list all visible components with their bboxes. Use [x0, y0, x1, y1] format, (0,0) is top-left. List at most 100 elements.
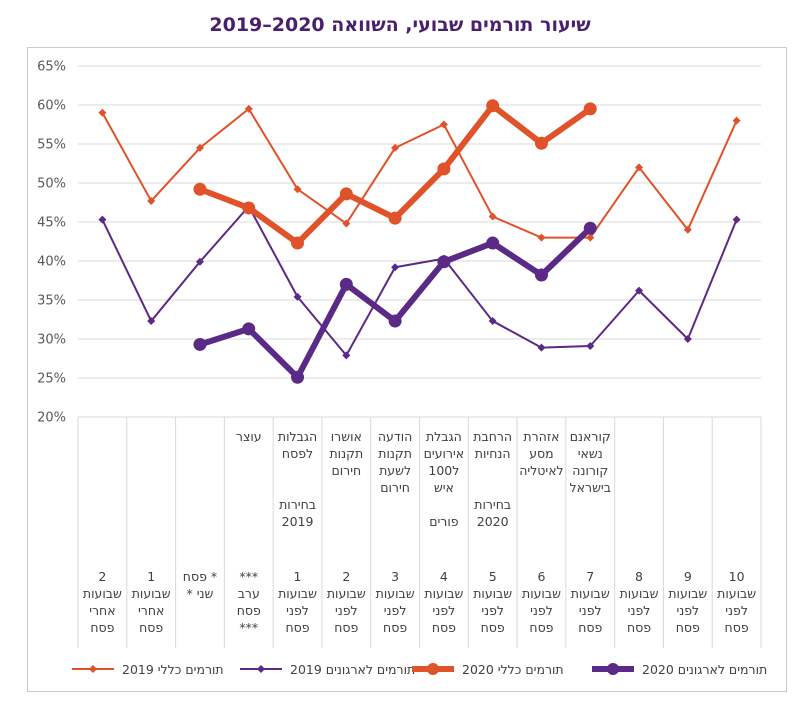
category-week-label: * פסח שני *	[182, 569, 218, 601]
legend-swatch	[72, 665, 114, 673]
data-point	[391, 263, 400, 272]
legend-swatch	[592, 663, 634, 675]
data-point	[291, 236, 305, 250]
category-event-label: אזהרת מסע לאיטליה	[519, 429, 564, 478]
series-1	[98, 202, 741, 360]
data-point	[732, 116, 741, 125]
chart-frame	[27, 47, 787, 692]
data-point	[147, 317, 156, 326]
legend-swatch-marker	[427, 663, 439, 675]
data-point	[635, 286, 644, 295]
data-point	[242, 201, 256, 215]
data-point	[98, 108, 107, 117]
legend-swatch-marker	[89, 665, 97, 673]
data-point	[537, 343, 546, 352]
data-point	[244, 104, 253, 113]
category-week-label: 1 שבועות לפני פסח	[278, 569, 317, 635]
series-line	[101, 205, 738, 357]
category-week-label: 2 שבועות לפני פסח	[326, 569, 366, 635]
data-point	[437, 162, 451, 176]
data-point	[732, 215, 741, 224]
category-week-label: 8 שבועות לפני פסח	[619, 569, 659, 635]
data-point	[488, 212, 497, 221]
category-week-label: 10 שבועות לפני פסח	[717, 569, 757, 635]
series-line	[196, 225, 594, 381]
category-week-label: 6 שבועות לפני פסח	[521, 569, 561, 635]
data-point	[339, 187, 353, 201]
data-point	[534, 268, 548, 282]
data-point	[293, 292, 302, 301]
data-point	[195, 257, 204, 266]
data-point	[98, 215, 107, 224]
y-tick-label: 60%	[37, 99, 66, 114]
data-point	[339, 277, 353, 291]
data-point	[439, 120, 448, 129]
chart-title: שיעור תורמים שבועי, השוואה 2020–2019	[209, 14, 591, 36]
y-tick-label: 55%	[37, 138, 66, 153]
series-0	[98, 104, 741, 242]
data-point	[193, 182, 207, 196]
y-tick-label: 65%	[37, 60, 66, 75]
series-3	[193, 221, 597, 384]
category-week-label: 9 שבועות לפני פסח	[668, 569, 708, 635]
data-point	[195, 143, 204, 152]
data-point	[293, 185, 302, 194]
category-week-label: *** ערב פסח ***	[236, 569, 261, 635]
category-week-label: 3 שבועות לפני פסח	[375, 569, 415, 635]
category-event-label: אושרו תקנות חירום	[329, 429, 364, 478]
data-point	[486, 99, 500, 113]
data-point	[583, 221, 597, 235]
data-point	[147, 196, 156, 205]
data-point	[683, 225, 692, 234]
series-2	[193, 99, 597, 250]
series-line	[101, 107, 738, 239]
data-point	[388, 314, 402, 328]
legend-swatch-marker	[607, 663, 619, 675]
legend-item: תורמים כללי 2019	[70, 659, 224, 679]
data-point	[488, 317, 497, 326]
legend-item: תורמים כללי 2020	[410, 659, 564, 679]
y-tick-label: 40%	[37, 255, 66, 270]
y-tick-label: 50%	[37, 177, 66, 192]
category-event-label: הרחבת הנחיות בחירות 2020	[473, 429, 513, 529]
category-event-label: הגבלות לפסח בחירות 2019	[277, 429, 318, 529]
category-week-label: 4 שבועות לפני פסח	[424, 569, 464, 635]
y-tick-label: 25%	[37, 372, 66, 387]
y-tick-label: 20%	[37, 411, 66, 426]
legend-swatch	[240, 665, 282, 673]
legend-item: תורמים לארגונים 2020	[590, 659, 767, 679]
legend-label: תורמים כללי 2020	[462, 661, 564, 677]
data-point	[342, 219, 351, 228]
legend: תורמים כללי 2019 תורמים לארגונים 2019 תורמ…	[70, 659, 767, 679]
y-tick-label: 35%	[37, 294, 66, 309]
data-point	[242, 322, 256, 336]
category-week-label: 5 שבועות לפני פסח	[473, 569, 513, 635]
y-tick-label: 30%	[37, 333, 66, 348]
category-week-label: 1 שבועות אחרי פסח	[131, 569, 171, 635]
data-point	[586, 342, 595, 351]
legend-label: תורמים כללי 2019	[122, 661, 224, 677]
legend-swatch-marker	[257, 665, 265, 673]
data-point	[537, 233, 546, 242]
data-point	[683, 335, 692, 343]
category-week-label: 2 שבועות אחרי פסח	[82, 569, 122, 635]
y-tick-label: 45%	[37, 216, 66, 231]
data-point	[193, 337, 207, 351]
data-point	[635, 163, 644, 172]
category-event-label: עוצר	[235, 429, 262, 444]
legend-swatch	[412, 663, 454, 675]
legend-item: תורמים לארגונים 2019	[238, 659, 415, 679]
data-point	[388, 211, 402, 225]
data-point	[583, 102, 597, 116]
category-event-label: הגבלת אירועים ל100 איש פורים	[423, 429, 465, 529]
data-point	[486, 236, 500, 250]
data-point	[342, 351, 351, 360]
data-point	[437, 255, 451, 269]
data-point	[291, 370, 305, 384]
data-point	[534, 136, 548, 150]
legend-label: תורמים לארגונים 2020	[642, 661, 768, 677]
data-point	[391, 143, 400, 152]
legend-label: תורמים לארגונים 2019	[290, 661, 416, 677]
category-event-label: הודעה תקנות לשעת חירום	[377, 429, 413, 495]
